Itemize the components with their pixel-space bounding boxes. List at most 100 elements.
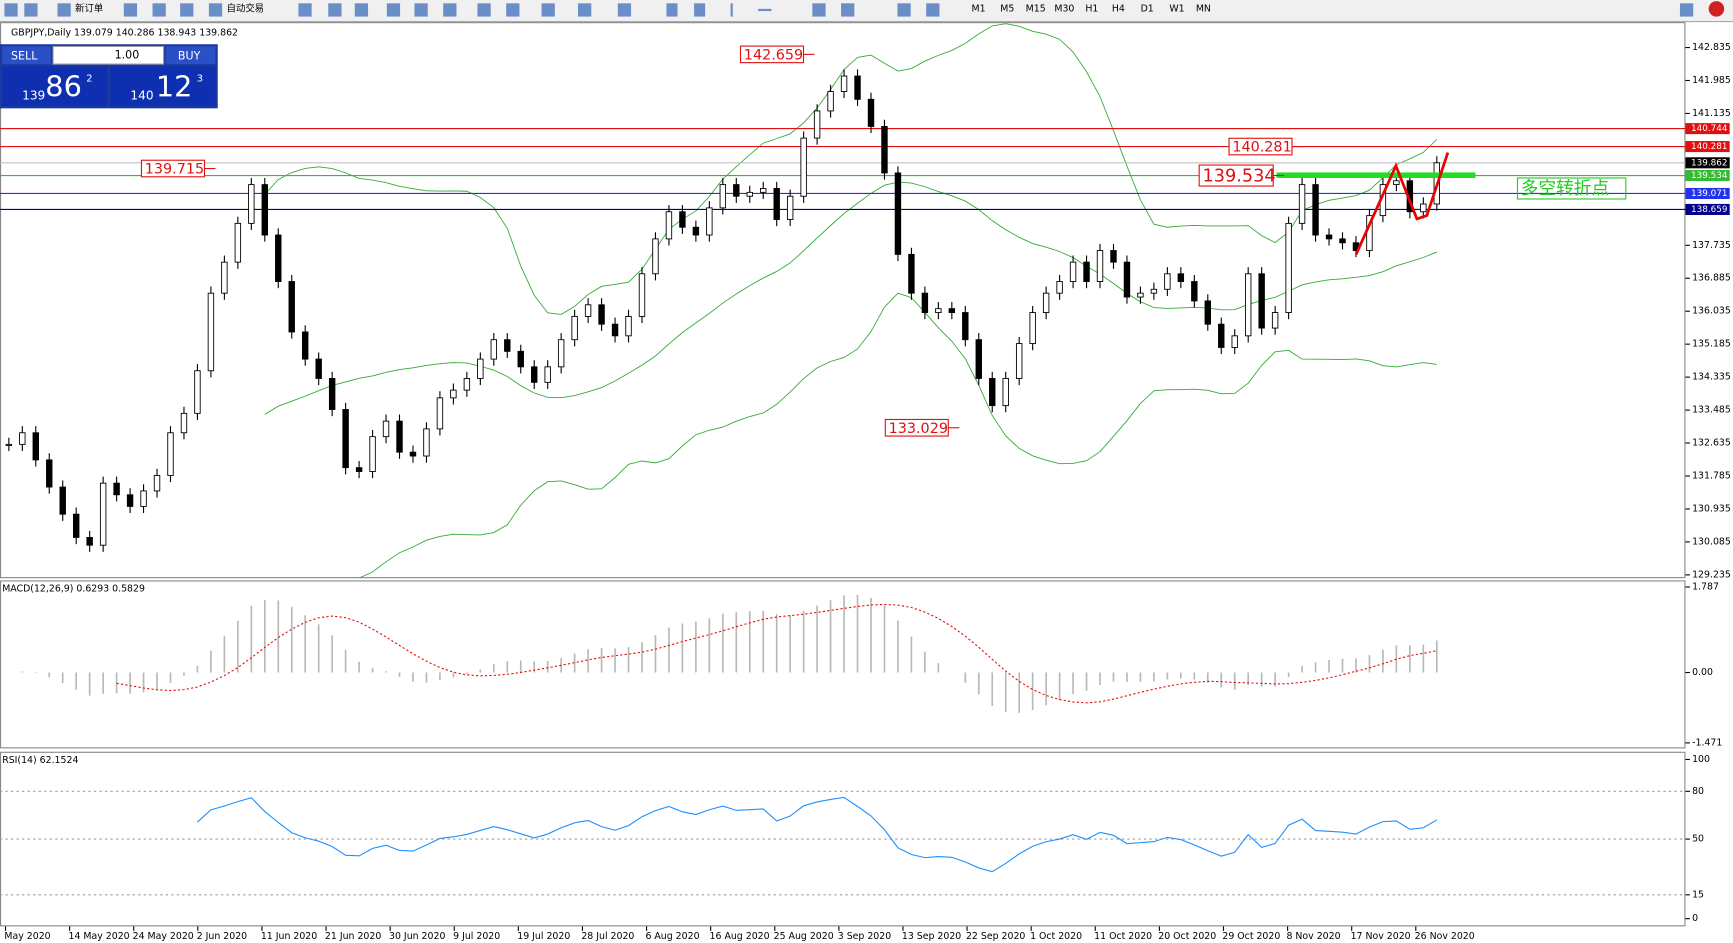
candle-body xyxy=(733,184,740,197)
candle-body xyxy=(706,207,713,236)
candle-body xyxy=(531,366,538,383)
y-tick-label: 141.135 xyxy=(1692,108,1731,119)
annotation-box xyxy=(884,418,949,437)
x-tick-label: 19 Jul 2020 xyxy=(517,931,570,942)
candle-body xyxy=(989,378,996,407)
candle-body xyxy=(962,312,969,341)
timeframe-button[interactable]: H4 xyxy=(1112,3,1125,14)
candle-body xyxy=(396,420,403,453)
candle-body xyxy=(302,331,309,360)
candle-body xyxy=(1393,180,1400,186)
candle-body xyxy=(854,75,861,100)
drawings: 多空转折点 xyxy=(1276,152,1627,255)
x-tick-label: 8 Nov 2020 xyxy=(1286,931,1340,942)
macd-plot xyxy=(21,594,1438,713)
bollinger-band xyxy=(264,23,1438,315)
candle-body xyxy=(207,292,215,372)
candle-body xyxy=(234,222,242,263)
lot-input[interactable] xyxy=(52,45,165,65)
candle-body xyxy=(1420,203,1427,213)
x-tick-label: 28 Jul 2020 xyxy=(581,931,634,942)
candle-body xyxy=(355,467,363,472)
x-tick-label: 11 Oct 2020 xyxy=(1094,931,1152,942)
toolbar-button[interactable]: 自动交易 xyxy=(227,2,265,14)
candle-body xyxy=(1069,261,1077,282)
annotation: 142.659 xyxy=(744,47,803,63)
candle-body xyxy=(665,211,673,240)
bid-box[interactable] xyxy=(2,66,108,107)
candle-body xyxy=(881,126,888,174)
candle-body xyxy=(921,292,929,314)
candle-body xyxy=(1244,273,1252,337)
timeframe-button[interactable]: M15 xyxy=(1026,3,1046,14)
x-tick-label: 30 Jun 2020 xyxy=(389,931,445,942)
timeframe-button[interactable]: M30 xyxy=(1054,3,1074,14)
toolbar-icons xyxy=(4,1,1725,17)
candle-body xyxy=(908,253,915,294)
note: 多空转折点 xyxy=(1521,178,1609,199)
candle-body xyxy=(571,315,578,341)
price-tag-label: 139.862 xyxy=(1691,158,1728,168)
x-tick-label: 16 Aug 2020 xyxy=(710,931,770,942)
y-tick-label: 137.735 xyxy=(1692,240,1731,251)
candle-body xyxy=(786,195,794,220)
candle-body xyxy=(382,420,390,438)
timeframe-button[interactable]: MN xyxy=(1196,3,1211,14)
timeframe-button[interactable]: H1 xyxy=(1085,3,1098,14)
price-tag-label: 140.281 xyxy=(1691,142,1728,152)
candle-body xyxy=(59,486,66,515)
toolbar-button[interactable]: 新订单 xyxy=(75,2,103,14)
toolbar xyxy=(0,0,1733,22)
annotation: 140.281 xyxy=(1232,140,1291,156)
candle-body xyxy=(328,378,336,410)
x-tick-label: 1 Oct 2020 xyxy=(1030,931,1082,942)
candle-body xyxy=(867,98,875,127)
candle-body xyxy=(221,261,228,294)
candle-body xyxy=(625,315,632,337)
y-tick-label: 134.335 xyxy=(1692,372,1731,383)
candle-body xyxy=(827,91,834,112)
annotation-box xyxy=(1198,164,1274,187)
timeframe-button[interactable]: M1 xyxy=(971,3,985,14)
candle-body xyxy=(1325,234,1333,240)
ask-big: 140 xyxy=(130,89,153,103)
price-tag xyxy=(1685,141,1730,153)
candle-body xyxy=(638,273,646,317)
annotation-box xyxy=(739,45,805,64)
candle-body xyxy=(194,370,201,414)
bid-big: 139 xyxy=(22,89,45,103)
candle-body xyxy=(450,389,457,399)
candle-body xyxy=(1204,300,1211,325)
y-tick-label: 133.485 xyxy=(1692,405,1731,416)
bid-pips: 86 xyxy=(45,69,82,103)
candle-body xyxy=(436,397,444,430)
x-tick-label: 6 Aug 2020 xyxy=(645,931,699,942)
buy-button[interactable] xyxy=(165,46,216,65)
candle-body xyxy=(477,358,484,379)
candle-body xyxy=(1015,343,1023,379)
price-tag xyxy=(1685,187,1730,200)
green-bar xyxy=(1276,172,1476,178)
candle-body xyxy=(19,432,26,445)
y-tick-label: 136.035 xyxy=(1692,306,1731,317)
candle-body xyxy=(679,211,686,228)
candle-body xyxy=(261,184,269,236)
macd-frame xyxy=(0,580,1686,749)
sell-button[interactable] xyxy=(2,46,51,65)
ask-pips: 12 xyxy=(156,69,193,103)
candle-body xyxy=(1002,378,1009,407)
timeframe-button[interactable]: M5 xyxy=(1000,3,1014,14)
candle-body xyxy=(1150,288,1158,294)
candle-body xyxy=(1231,335,1238,348)
price-tag-label: 138.659 xyxy=(1691,205,1728,215)
red-arrow xyxy=(1354,152,1450,255)
timeframe-button[interactable]: D1 xyxy=(1141,3,1154,14)
timeframe-button[interactable]: W1 xyxy=(1169,3,1184,14)
candle-body xyxy=(813,110,821,139)
note-box xyxy=(1516,177,1627,200)
x-tick-label: 9 Jul 2020 xyxy=(453,931,500,942)
main-frame xyxy=(0,22,1686,579)
candle-body xyxy=(773,188,780,220)
ask-box[interactable] xyxy=(110,66,216,107)
